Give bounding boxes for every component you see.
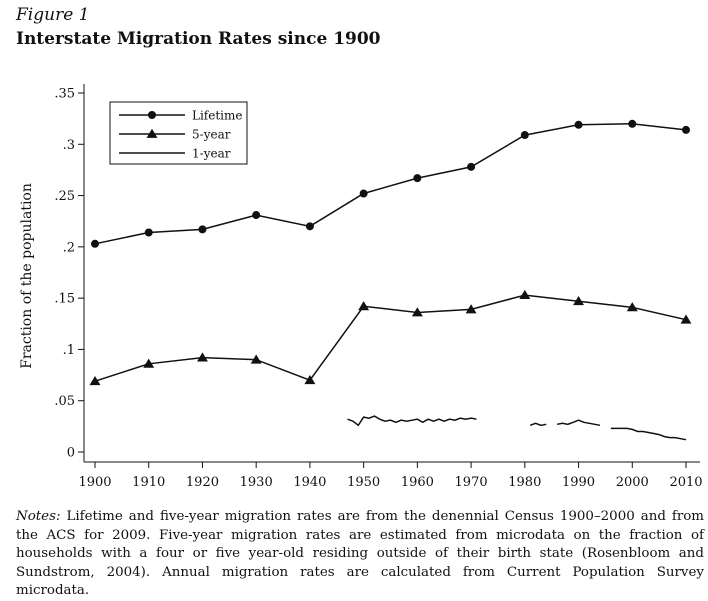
x-tick-label: 1940 [293,475,326,490]
data-point-lifetime [359,189,368,198]
y-axis-title: Fraction of the population [19,183,35,369]
data-point-5-year [89,376,101,386]
data-point-lifetime [682,125,690,134]
x-tick-label: 1970 [455,475,488,490]
series-lifetime [91,119,690,248]
y-tick-label: .35 [54,87,75,102]
chart-legend: Lifetime 5-year 1-year [109,101,248,165]
y-tick-label: .2 [63,240,75,255]
x-tick-label: 1930 [240,475,273,490]
x-tick-label: 1960 [401,475,434,490]
series-line-5-year [94,294,687,382]
series-segment-1-year [556,419,601,427]
x-tick-label: 2010 [669,475,702,490]
data-point-5-year [626,302,638,312]
x-tick-label: 1950 [347,475,380,490]
series-line-lifetime [94,123,687,245]
data-point-5-year [680,314,692,324]
legend-label-lifetime: Lifetime [192,109,243,123]
data-point-lifetime [91,239,99,248]
data-point-5-year [196,352,208,362]
notes-body: Lifetime and five-year migration rates a… [16,509,704,598]
data-point-lifetime [252,211,261,220]
data-point-5-year [143,358,155,368]
x-tick-label: 2000 [616,475,649,490]
series-1-year [347,415,687,441]
legend-marker-lifetime [148,111,156,119]
figure-notes: Notes: Lifetime and five-year migration … [16,508,704,601]
data-point-5-year [250,354,262,364]
series-segment-1-year [529,422,547,427]
data-point-5-year [358,301,370,311]
migration-chart: 0 .05 .1 .15 .2 .25 .3 .35 1900 1910 1920 1930 1940 1… [19,84,703,490]
y-tick-label: .25 [54,189,75,204]
x-tick-label: 1900 [78,475,111,490]
x-tick-label: 1990 [562,475,595,490]
series-segment-1-year [610,427,687,441]
data-point-5-year [465,304,477,314]
series-segment-1-year [347,415,477,427]
data-point-lifetime [144,228,153,237]
notes-lead: Notes: [16,509,61,524]
series-5-year [89,289,692,386]
data-point-5-year [304,375,316,385]
data-point-lifetime [305,222,314,231]
figure-label: Figure 1 [16,5,90,25]
y-tick-label: .05 [54,394,75,409]
x-tick-label: 1980 [508,475,541,490]
y-tick-label: .1 [63,343,75,358]
data-point-lifetime [467,162,476,171]
data-point-5-year [573,296,585,306]
data-point-5-year [519,289,531,299]
data-point-5-year [411,307,423,317]
chart-series [89,119,692,441]
x-tick-label: 1920 [186,475,219,490]
data-point-lifetime [520,131,529,140]
data-point-lifetime [198,225,207,234]
x-tick-label: 1910 [132,475,165,490]
legend-label-5-year: 5-year [192,128,231,142]
chart-axes: 0 .05 .1 .15 .2 .25 .3 .35 1900 1910 1920 1930 1940 1… [19,84,703,490]
legend-label-1-year: 1-year [192,147,231,161]
data-point-lifetime [413,174,422,183]
y-tick-label: 0 [67,446,75,461]
data-point-lifetime [628,119,637,128]
figure-title: Interstate Migration Rates since 1900 [16,29,381,49]
y-tick-label: .3 [63,138,75,153]
data-point-lifetime [574,120,583,129]
legend-marker-5-year [146,128,158,138]
y-tick-label: .15 [54,292,75,307]
